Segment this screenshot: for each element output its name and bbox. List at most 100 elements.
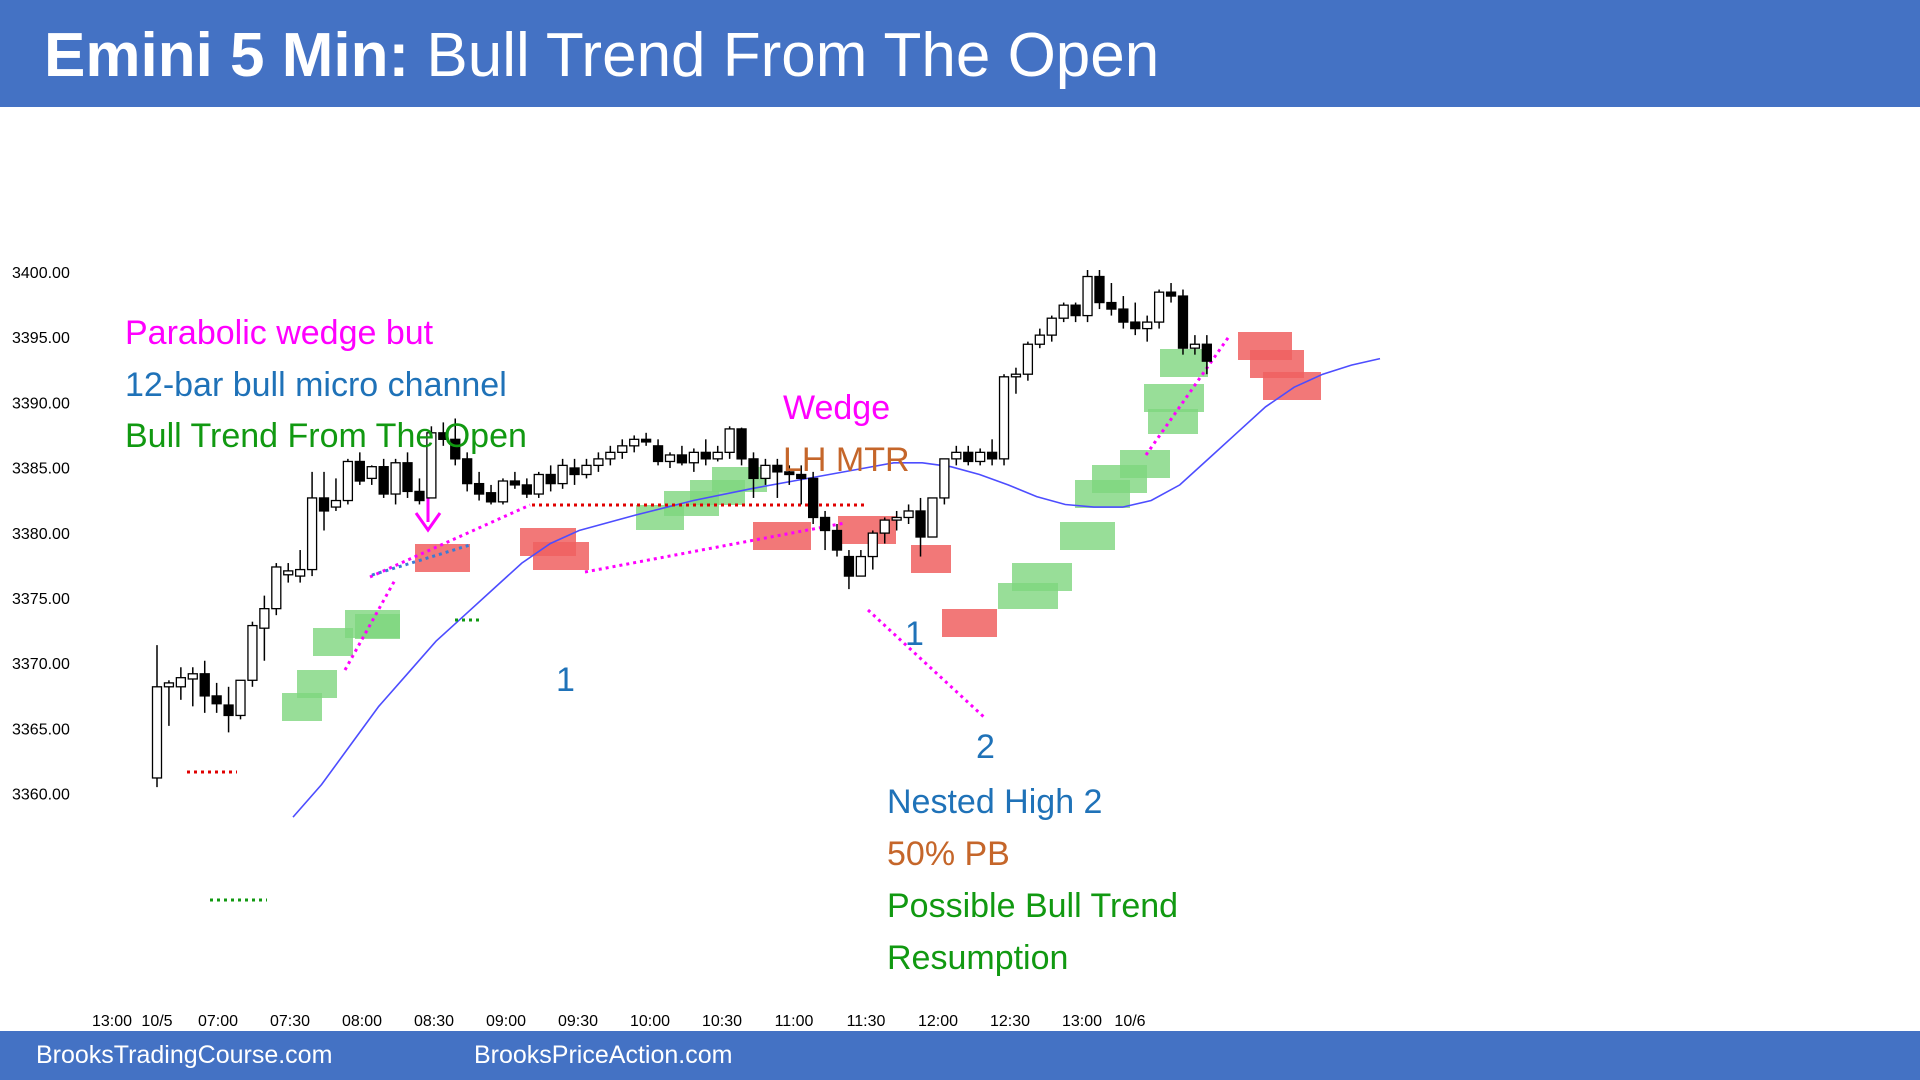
candle-body — [617, 445, 628, 453]
y-tick-label: 3400.00 — [12, 265, 70, 282]
footer-left-link[interactable]: BrooksTradingCourse.com — [36, 1041, 333, 1069]
candle-body — [509, 480, 521, 486]
candle — [330, 478, 342, 511]
y-tick-label: 3385.00 — [12, 461, 70, 478]
candle-body — [354, 460, 365, 482]
x-tick-label: 08:30 — [414, 1013, 454, 1030]
candle — [581, 458, 592, 479]
candle — [462, 452, 473, 492]
candle-body — [986, 451, 998, 460]
candle — [163, 680, 175, 726]
candle — [259, 595, 270, 661]
candle-body — [927, 497, 938, 538]
candle — [796, 465, 807, 505]
candle — [271, 563, 282, 616]
green-signal-box — [355, 614, 400, 639]
annotation-label: 50% PB — [887, 835, 1010, 873]
candle — [366, 465, 377, 485]
candle — [736, 427, 747, 466]
x-tick-label: 10:00 — [630, 1013, 670, 1030]
candle-body — [831, 529, 843, 551]
candle — [855, 550, 867, 577]
annotation-label: LH MTR — [783, 441, 910, 479]
annotation-label: Nested High 2 — [887, 783, 1102, 821]
candle-body — [533, 473, 544, 495]
candle — [927, 497, 938, 538]
candle-body — [1165, 291, 1177, 297]
candle — [903, 504, 914, 524]
title-rest: Bull Trend From The Open — [426, 21, 1160, 90]
candle-body — [378, 466, 389, 495]
candle-body — [963, 451, 974, 463]
red-signal-box — [533, 542, 589, 570]
candle — [724, 426, 735, 459]
red-signal-box — [753, 522, 811, 550]
candle — [772, 458, 783, 498]
candles — [151, 270, 1212, 788]
candle — [1070, 302, 1081, 323]
title-bold: Emini 5 Min: — [44, 21, 410, 90]
candle-body — [295, 568, 306, 577]
candle-body — [748, 458, 759, 480]
candle — [843, 550, 855, 590]
candle — [223, 686, 234, 733]
candle — [342, 458, 354, 505]
candle — [676, 445, 688, 466]
candle-body — [259, 608, 270, 629]
footer-right-link[interactable]: BrooksPriceAction.com — [474, 1041, 733, 1069]
candle — [390, 458, 401, 505]
candle — [545, 465, 556, 492]
annotation-label: Bull Trend From The Open — [125, 417, 527, 455]
candle — [557, 458, 568, 489]
candle — [593, 452, 604, 472]
green-signal-box — [1120, 450, 1170, 478]
candle — [450, 418, 461, 466]
candle — [652, 439, 664, 466]
candle-body — [187, 673, 198, 680]
x-tick-label: 12:00 — [918, 1013, 958, 1030]
candle-body — [593, 458, 604, 467]
candle — [975, 448, 986, 466]
candle-body — [1153, 291, 1165, 323]
candle-body — [211, 695, 222, 705]
green-signal-box — [1060, 522, 1115, 550]
candle-body — [521, 484, 532, 495]
candle — [986, 439, 998, 466]
candle-body — [235, 679, 246, 717]
candle — [485, 484, 497, 505]
annotation-label: Resumption — [887, 939, 1068, 977]
magenta-arrow-head — [414, 512, 442, 533]
candle-body — [1130, 321, 1141, 330]
y-tick-label: 3360.00 — [12, 787, 70, 804]
footer-banner: BrooksTradingCourse.com BrooksPriceActio… — [0, 1031, 1920, 1080]
candle-body — [342, 460, 354, 502]
candle — [318, 471, 330, 531]
candle-body — [676, 454, 688, 464]
candle-body — [760, 464, 771, 480]
candle-body — [438, 432, 449, 440]
candle-body — [724, 428, 735, 453]
candle — [473, 471, 485, 501]
candle — [819, 510, 831, 551]
candle-body — [819, 516, 831, 532]
candle-body — [939, 458, 950, 499]
candle — [867, 530, 878, 570]
red-signal-box — [911, 545, 951, 573]
candle-body — [1058, 304, 1069, 319]
magenta-wedge-line — [343, 579, 397, 671]
signal-boxes — [282, 332, 1321, 721]
green-signal-box — [712, 467, 767, 492]
candle-body — [366, 466, 377, 480]
candle — [915, 497, 926, 557]
candle — [1094, 270, 1105, 310]
candle-body — [1106, 301, 1117, 310]
candle-body — [1189, 343, 1201, 349]
annotation-label: 2 — [976, 728, 995, 766]
candle — [211, 682, 222, 713]
candle — [1106, 283, 1117, 316]
candle-body — [247, 624, 258, 681]
candle — [939, 458, 950, 505]
candle — [247, 621, 258, 687]
y-tick-label: 3370.00 — [12, 656, 70, 673]
